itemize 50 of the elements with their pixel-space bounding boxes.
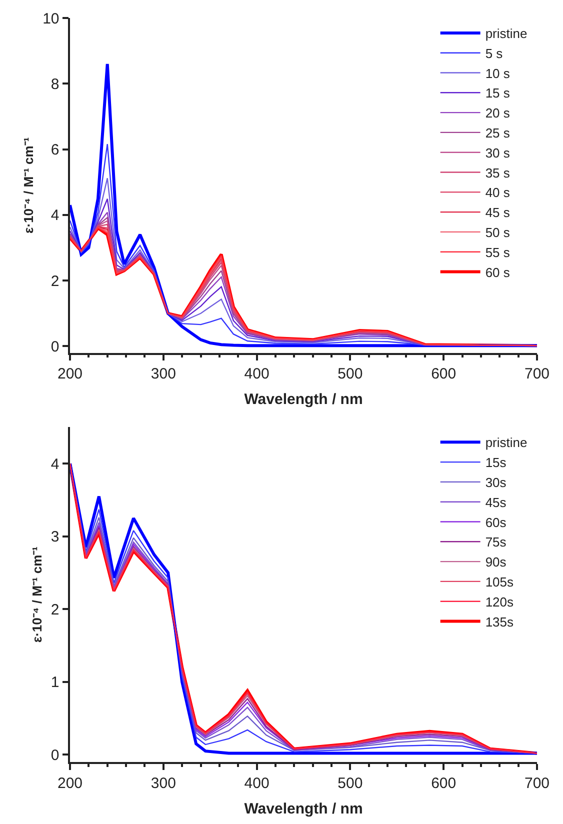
legend-label: 50 s bbox=[485, 225, 510, 240]
legend-label: 60s bbox=[485, 514, 507, 530]
legend-label: 15 s bbox=[485, 86, 510, 101]
y-tick-label: 6 bbox=[50, 142, 60, 159]
x-axis-title: Wavelength / nm bbox=[244, 391, 363, 408]
legend-label: 10 s bbox=[485, 66, 510, 81]
x-tick-label: 600 bbox=[431, 774, 456, 792]
x-tick-label: 500 bbox=[338, 366, 363, 383]
y-tick-label: 2 bbox=[50, 601, 60, 618]
y-tick-label: 1 bbox=[50, 674, 60, 692]
legend-label: 25 s bbox=[485, 126, 510, 141]
legend-label: 20 s bbox=[485, 106, 510, 121]
y-tick-label: 8 bbox=[50, 76, 60, 93]
legend-label: 15s bbox=[485, 455, 507, 470]
legend-label: 55 s bbox=[485, 244, 510, 260]
legend-label: 105s bbox=[485, 574, 514, 590]
x-axis-title: Wavelength / nm bbox=[244, 800, 363, 818]
legend-label: 30 s bbox=[485, 145, 510, 160]
x-tick-label: 200 bbox=[57, 774, 83, 792]
x-tick-label: 300 bbox=[150, 366, 176, 383]
legend-label: 40 s bbox=[485, 185, 510, 200]
y-tick-label: 0 bbox=[50, 746, 60, 764]
y-tick-label: 3 bbox=[50, 528, 60, 546]
y-tick-label: 2 bbox=[50, 272, 60, 290]
x-tick-label: 500 bbox=[338, 774, 363, 792]
legend-label: 30s bbox=[485, 475, 507, 490]
legend-label: 45 s bbox=[485, 205, 510, 220]
y-axis-title: ε·10⁻⁴ / M⁻¹ cm⁻¹ bbox=[29, 546, 44, 643]
y-tick-label: 0 bbox=[50, 338, 60, 356]
legend-label: 90s bbox=[485, 554, 507, 570]
legend-label: pristine bbox=[485, 26, 528, 42]
y-tick-label: 4 bbox=[50, 207, 60, 224]
x-tick-label: 400 bbox=[244, 366, 270, 383]
y-tick-label: 4 bbox=[50, 456, 60, 473]
y-tick-label: 10 bbox=[42, 10, 60, 28]
x-tick-label: 700 bbox=[524, 366, 550, 383]
x-tick-label: 600 bbox=[431, 366, 456, 383]
legend-label: 60 s bbox=[485, 264, 510, 280]
legend-label: pristine bbox=[485, 435, 528, 450]
legend-label: 75s bbox=[485, 534, 507, 550]
y-axis-title: ε·10⁻⁴ / M⁻¹ cm⁻¹ bbox=[21, 137, 36, 234]
x-tick-label: 700 bbox=[524, 774, 550, 792]
legend-label: 35 s bbox=[485, 165, 510, 180]
legend-label: 135s bbox=[485, 614, 514, 630]
x-tick-label: 400 bbox=[244, 774, 270, 792]
legend-label: 45s bbox=[485, 494, 507, 510]
legend-label: 120s bbox=[485, 594, 514, 610]
legend-label: 5 s bbox=[485, 46, 504, 61]
x-tick-label: 200 bbox=[57, 366, 83, 383]
x-tick-label: 300 bbox=[150, 774, 176, 792]
